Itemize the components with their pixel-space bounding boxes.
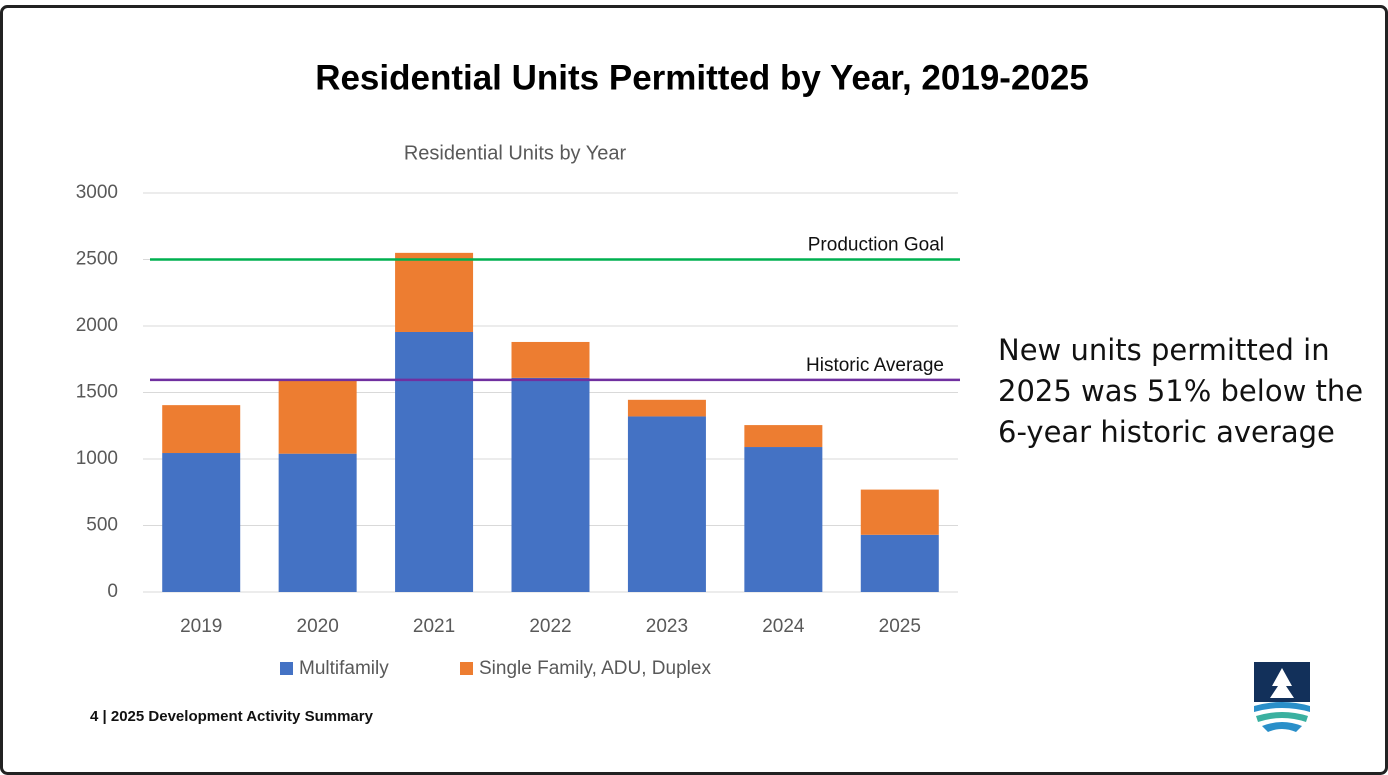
footer: 4 | 2025 Development Activity Summary <box>90 708 374 725</box>
bar-segment <box>162 453 241 592</box>
bar-segment <box>162 405 241 454</box>
chart-title: Residential Units by Year <box>404 142 627 164</box>
slide-title: Residential Units Permitted by Year, 201… <box>315 58 1089 97</box>
x-tick-label: 2024 <box>762 616 805 637</box>
bar-segment <box>860 489 939 535</box>
y-tick-label: 1000 <box>76 448 118 469</box>
y-tick-label: 0 <box>107 581 118 602</box>
x-tick-label: 2019 <box>180 616 222 637</box>
bar-segment <box>627 399 706 417</box>
y-tick-label: 3000 <box>76 182 118 203</box>
bar-segment <box>395 252 474 332</box>
bar-segment <box>744 447 823 592</box>
legend-label: Multifamily <box>299 658 389 679</box>
bar-segment <box>278 379 357 454</box>
callout-text: New units permitted in 2025 was 51% belo… <box>998 333 1364 449</box>
x-tick-label: 2025 <box>879 616 921 637</box>
reference-label: Production Goal <box>808 235 944 256</box>
y-tick-label: 2000 <box>76 315 118 336</box>
bar-segment <box>511 377 590 592</box>
y-tick-label: 2500 <box>76 249 118 270</box>
x-tick-label: 2020 <box>297 616 339 637</box>
legend-swatch <box>280 662 293 675</box>
logo <box>1254 662 1310 732</box>
bar-segment <box>744 425 823 448</box>
bar-segment <box>395 331 474 592</box>
bar-segment <box>278 453 357 592</box>
y-tick-label: 1500 <box>76 382 118 403</box>
x-tick-label: 2021 <box>413 616 455 637</box>
x-tick-label: 2023 <box>646 616 688 637</box>
legend-swatch <box>460 662 473 675</box>
bar-segment <box>511 341 590 378</box>
reference-label: Historic Average <box>806 355 944 376</box>
x-tick-label: 2022 <box>529 616 571 637</box>
legend-label: Single Family, ADU, Duplex <box>479 658 711 679</box>
y-tick-label: 500 <box>86 515 118 536</box>
bar-segment <box>627 416 706 592</box>
bar-segment <box>860 534 939 592</box>
